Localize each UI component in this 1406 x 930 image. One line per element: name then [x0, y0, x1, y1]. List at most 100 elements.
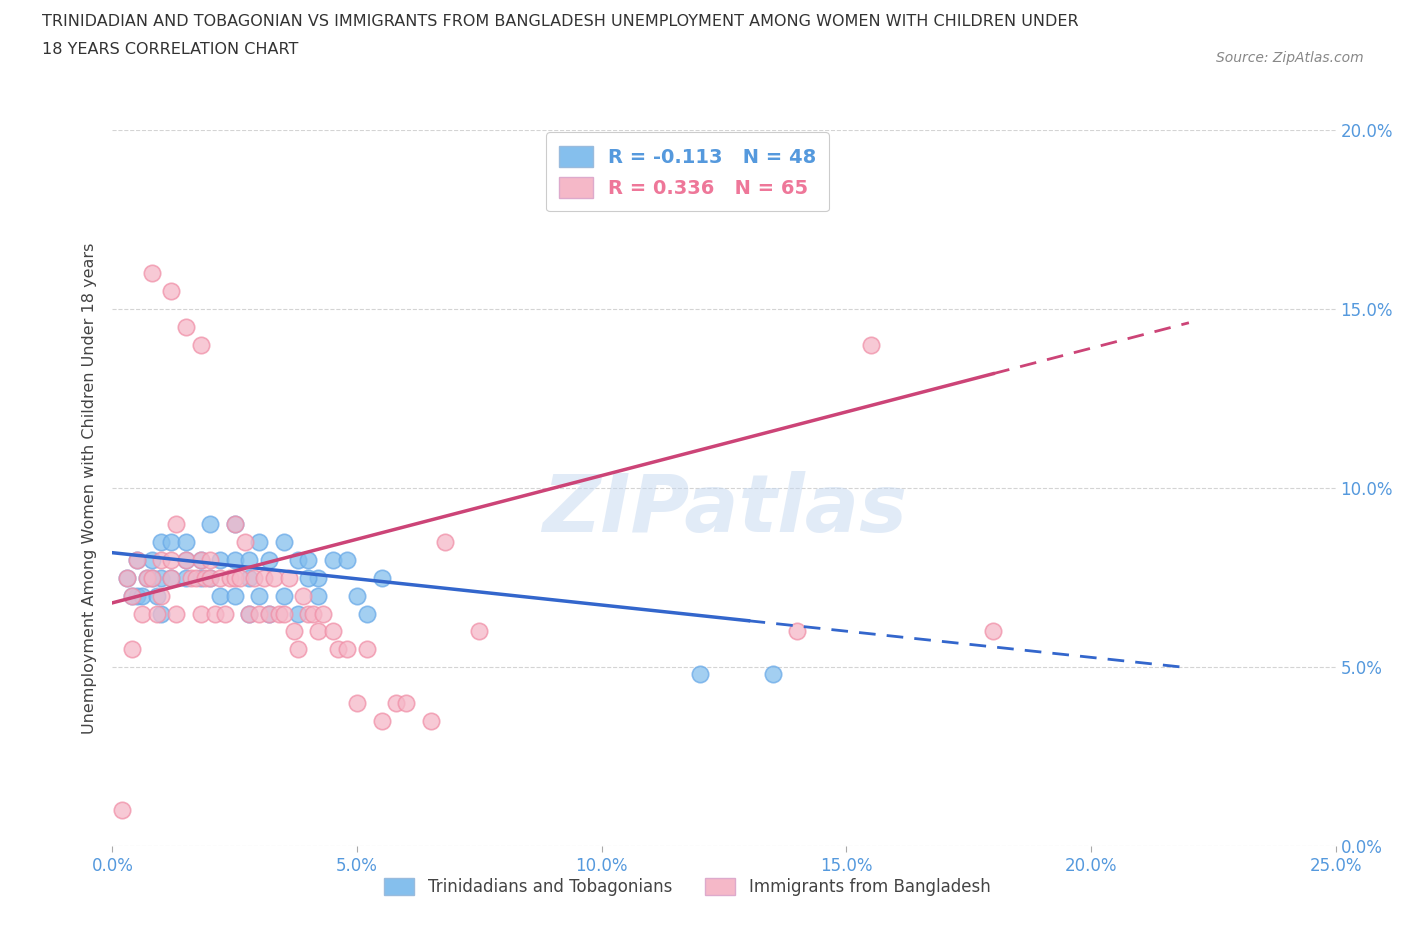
- Point: [233, 535, 256, 550]
- Point: [115, 570, 138, 585]
- Point: [141, 570, 163, 585]
- Point: [200, 570, 222, 585]
- Point: [434, 535, 457, 550]
- Point: [326, 642, 349, 657]
- Point: [160, 284, 183, 299]
- Point: [121, 642, 143, 657]
- Point: [307, 589, 329, 604]
- Point: [125, 552, 148, 567]
- Point: [257, 606, 280, 621]
- Point: [257, 606, 280, 621]
- Point: [287, 642, 309, 657]
- Point: [468, 624, 491, 639]
- Text: 18 YEARS CORRELATION CHART: 18 YEARS CORRELATION CHART: [42, 42, 298, 57]
- Point: [273, 535, 295, 550]
- Point: [200, 570, 222, 585]
- Point: [224, 517, 246, 532]
- Point: [356, 606, 378, 621]
- Point: [224, 552, 246, 567]
- Point: [346, 696, 368, 711]
- Point: [150, 589, 173, 604]
- Text: ZIPatlas: ZIPatlas: [541, 471, 907, 549]
- Point: [238, 570, 260, 585]
- Point: [121, 589, 143, 604]
- Point: [141, 266, 163, 281]
- Point: [145, 589, 167, 604]
- Point: [247, 606, 270, 621]
- Point: [165, 606, 187, 621]
- Point: [689, 667, 711, 682]
- Point: [322, 552, 344, 567]
- Point: [307, 570, 329, 585]
- Point: [238, 552, 260, 567]
- Point: [150, 552, 173, 567]
- Point: [125, 552, 148, 567]
- Point: [174, 570, 197, 585]
- Point: [135, 570, 157, 585]
- Point: [190, 552, 212, 567]
- Point: [150, 570, 173, 585]
- Point: [121, 589, 143, 604]
- Text: Source: ZipAtlas.com: Source: ZipAtlas.com: [1216, 51, 1364, 65]
- Point: [273, 589, 295, 604]
- Point: [419, 713, 441, 728]
- Point: [287, 606, 309, 621]
- Point: [180, 570, 202, 585]
- Point: [184, 570, 207, 585]
- Point: [174, 320, 197, 335]
- Point: [204, 606, 226, 621]
- Point: [859, 338, 882, 352]
- Point: [981, 624, 1004, 639]
- Point: [247, 535, 270, 550]
- Point: [292, 589, 315, 604]
- Point: [346, 589, 368, 604]
- Point: [283, 624, 305, 639]
- Point: [273, 606, 295, 621]
- Text: TRINIDADIAN AND TOBAGONIAN VS IMMIGRANTS FROM BANGLADESH UNEMPLOYMENT AMONG WOME: TRINIDADIAN AND TOBAGONIAN VS IMMIGRANTS…: [42, 14, 1078, 29]
- Point: [297, 552, 319, 567]
- Point: [131, 589, 153, 604]
- Point: [762, 667, 785, 682]
- Point: [190, 338, 212, 352]
- Point: [322, 624, 344, 639]
- Point: [141, 552, 163, 567]
- Point: [190, 606, 212, 621]
- Point: [190, 570, 212, 585]
- Point: [297, 570, 319, 585]
- Point: [263, 570, 285, 585]
- Legend: Trinidadians and Tobagonians, Immigrants from Bangladesh: Trinidadians and Tobagonians, Immigrants…: [378, 870, 997, 902]
- Point: [253, 570, 276, 585]
- Point: [160, 552, 183, 567]
- Point: [194, 570, 217, 585]
- Point: [135, 570, 157, 585]
- Point: [174, 552, 197, 567]
- Point: [165, 517, 187, 532]
- Point: [200, 552, 222, 567]
- Point: [247, 589, 270, 604]
- Point: [125, 589, 148, 604]
- Point: [209, 589, 232, 604]
- Point: [228, 570, 250, 585]
- Point: [115, 570, 138, 585]
- Point: [257, 552, 280, 567]
- Point: [174, 535, 197, 550]
- Point: [370, 570, 392, 585]
- Point: [150, 606, 173, 621]
- Point: [297, 606, 319, 621]
- Point: [336, 552, 359, 567]
- Point: [150, 535, 173, 550]
- Point: [160, 570, 183, 585]
- Point: [145, 606, 167, 621]
- Point: [238, 606, 260, 621]
- Point: [200, 517, 222, 532]
- Point: [219, 570, 242, 585]
- Point: [395, 696, 418, 711]
- Point: [238, 606, 260, 621]
- Point: [307, 624, 329, 639]
- Point: [267, 606, 290, 621]
- Point: [336, 642, 359, 657]
- Point: [312, 606, 335, 621]
- Point: [209, 570, 232, 585]
- Point: [214, 606, 236, 621]
- Point: [385, 696, 408, 711]
